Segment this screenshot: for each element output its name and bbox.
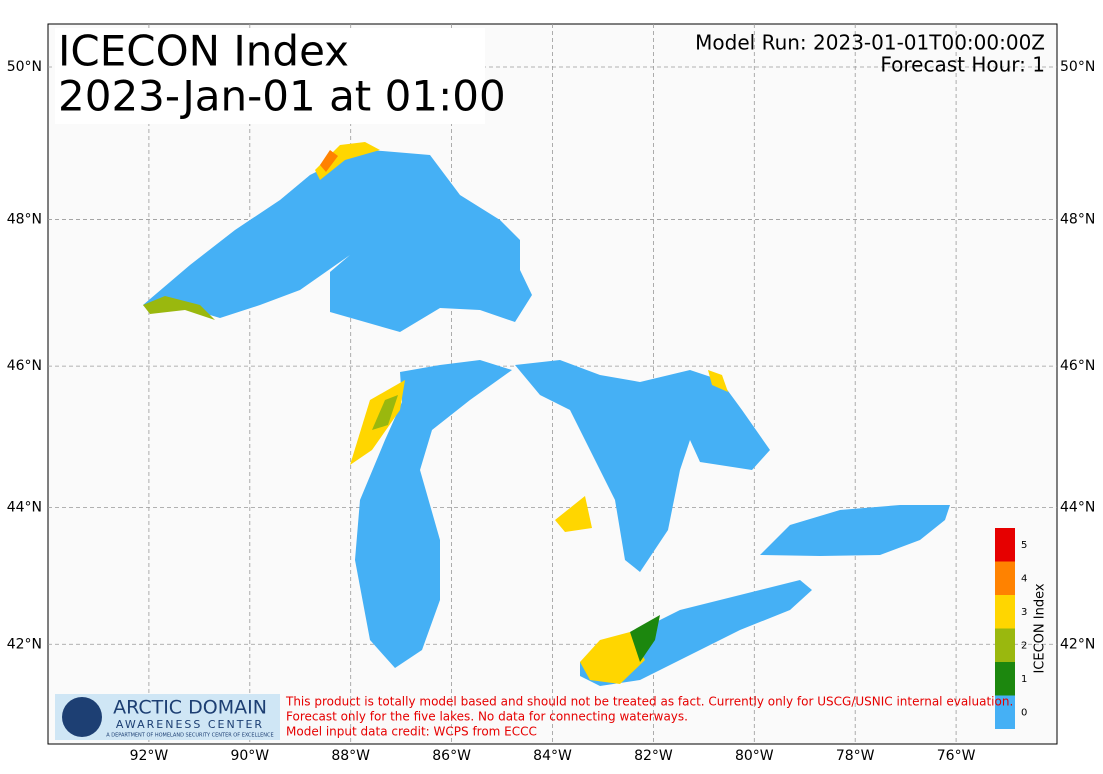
colorbar-label: 3: [1021, 607, 1027, 618]
lon-tick-label: 92°W: [130, 748, 169, 764]
colorbar-title: ICECON Index: [1033, 583, 1048, 673]
lon-tick-label: 88°W: [331, 748, 370, 764]
green-bay-ice: [372, 395, 398, 430]
colorbar-label: 2: [1021, 640, 1027, 651]
colorbar-segment: [995, 595, 1015, 629]
colorbar-label: 5: [1021, 540, 1027, 551]
disclaimer: This product is totally model based and …: [285, 695, 1013, 709]
colorbar-label: 4: [1021, 573, 1027, 584]
colorbar-segment: [995, 628, 1015, 662]
map-subtitle: 2023-Jan-01 at 01:00: [58, 72, 506, 121]
logo-tagline: A DEPARTMENT OF HOMELAND SECURITY CENTER…: [106, 733, 273, 739]
colorbar-label: 0: [1021, 707, 1027, 718]
erie-west-ice: [630, 615, 660, 662]
disclaimer: Model input data credit: WCPS from ECCC: [286, 725, 537, 739]
logo-globe: [62, 697, 102, 737]
lake-huron: [515, 360, 770, 572]
lakes: [143, 142, 950, 686]
forecast-hour: Forecast Hour: 1: [880, 53, 1045, 77]
lon-tick-label: 86°W: [432, 748, 471, 764]
lake-superior: [143, 150, 532, 332]
lat-tick-label: 44°N: [1060, 500, 1095, 516]
title-box: [55, 28, 485, 124]
huron-north-ice: [708, 370, 728, 392]
lat-tick-label: 48°N: [1060, 211, 1095, 227]
lat-tick-label: 50°N: [1060, 59, 1095, 75]
lat-tick-label: 42°N: [1060, 636, 1095, 652]
lat-tick-label: 46°N: [1060, 358, 1095, 374]
superior-north-ice: [315, 142, 380, 180]
colorbar-segment: [995, 662, 1015, 696]
logo-name2: AWARENESS CENTER: [116, 718, 264, 731]
map-title: ICECON Index: [58, 27, 349, 76]
lon-tick-label: 84°W: [533, 748, 572, 764]
lake-ontario: [760, 505, 950, 556]
lon-tick-label: 82°W: [634, 748, 673, 764]
lat-tick-label: 46°N: [7, 358, 42, 374]
lat-tick-label: 50°N: [7, 59, 42, 75]
lon-tick-label: 76°W: [937, 748, 976, 764]
lat-tick-label: 42°N: [7, 636, 42, 652]
logo-name: ARCTIC DOMAIN: [113, 697, 267, 719]
superior-west-ice: [143, 296, 215, 320]
lake-michigan: [355, 360, 512, 668]
colorbar-segment: [995, 528, 1015, 562]
erie-west-ice: [580, 632, 645, 684]
model-run: Model Run: 2023-01-01T00:00:00Z: [695, 31, 1045, 55]
colorbar-segment: [995, 561, 1015, 595]
lat-tick-label: 48°N: [7, 211, 42, 227]
lat-tick-label: 44°N: [7, 500, 42, 516]
colorbar-label: 1: [1021, 674, 1027, 685]
superior-north-ice: [320, 150, 338, 172]
colorbar-segment: [995, 695, 1015, 729]
lon-tick-label: 90°W: [230, 748, 269, 764]
lon-tick-label: 80°W: [735, 748, 774, 764]
lon-tick-label: 78°W: [836, 748, 875, 764]
disclaimer: Forecast only for the five lakes. No dat…: [286, 710, 688, 724]
saginaw-ice: [555, 496, 592, 532]
